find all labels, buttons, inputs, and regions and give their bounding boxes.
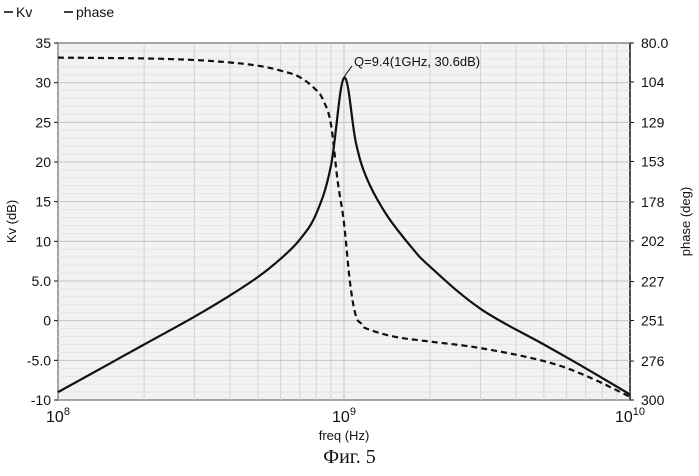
y-axis-right-label: phase (deg) bbox=[678, 187, 693, 256]
y-right-tick-label: 104 bbox=[641, 74, 665, 90]
x-axis-label: freq (Hz) bbox=[319, 428, 370, 443]
y-right-tick-label: 202 bbox=[641, 233, 665, 249]
y-right-tick-label: 153 bbox=[641, 153, 665, 169]
legend-label: Kv bbox=[16, 4, 32, 20]
y-left-tick-label: 25 bbox=[35, 114, 51, 130]
y-right-tick-label: 178 bbox=[641, 194, 665, 210]
x-tick-label: 1010 bbox=[615, 406, 645, 426]
y-axis-left-label: Kv (dB) bbox=[4, 200, 19, 243]
y-left-tick-label: 0 bbox=[43, 313, 51, 329]
x-tick-label: 108 bbox=[46, 406, 70, 426]
y-left-tick-label: 5.0 bbox=[32, 273, 52, 289]
y-left-tick-label: -10 bbox=[31, 392, 51, 408]
figure-caption: Фиг. 5 bbox=[0, 446, 699, 469]
y-left-tick-label: 35 bbox=[35, 35, 51, 51]
y-left-tick-label: -5.0 bbox=[27, 352, 51, 368]
y-right-tick-label: 276 bbox=[641, 353, 665, 369]
y-left-tick-label: 20 bbox=[35, 154, 51, 170]
x-tick-label: 109 bbox=[332, 406, 356, 426]
y-left-tick-label: 15 bbox=[35, 194, 51, 210]
legend: Kv phase bbox=[4, 4, 114, 20]
y-right-tick-label: 129 bbox=[641, 115, 665, 131]
y-right-tick-label: 227 bbox=[641, 274, 665, 290]
y-right-tick-label: 80.0 bbox=[641, 35, 668, 51]
y-left-tick-label: 30 bbox=[35, 75, 51, 91]
annotation-label: Q=9.4(1GHz, 30.6dB) bbox=[354, 54, 480, 69]
y-left-tick-label: 10 bbox=[35, 233, 51, 249]
y-right-tick-label: 251 bbox=[641, 312, 665, 328]
legend-label: phase bbox=[76, 4, 114, 20]
